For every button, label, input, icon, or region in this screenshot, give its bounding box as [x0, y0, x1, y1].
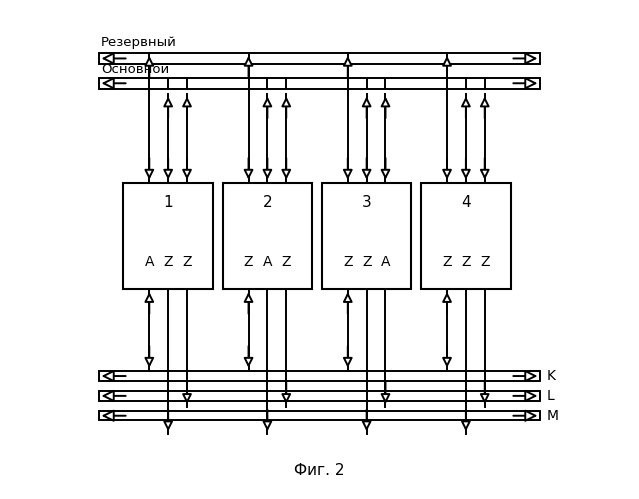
- Bar: [223, 183, 312, 289]
- Text: Основной: Основной: [101, 63, 169, 76]
- Text: 2: 2: [263, 195, 272, 210]
- Text: M: M: [546, 409, 558, 423]
- Bar: [322, 183, 412, 289]
- Text: L: L: [546, 389, 554, 403]
- Bar: [98, 411, 541, 420]
- Text: 1: 1: [164, 195, 173, 210]
- Text: Z: Z: [182, 255, 192, 269]
- Text: 4: 4: [461, 195, 471, 210]
- Text: Z: Z: [480, 255, 489, 269]
- Text: Z: Z: [282, 255, 291, 269]
- Text: Z: Z: [164, 255, 173, 269]
- Bar: [421, 183, 511, 289]
- Bar: [98, 371, 541, 381]
- Text: 3: 3: [362, 195, 371, 210]
- Text: Z: Z: [442, 255, 452, 269]
- Text: Z: Z: [362, 255, 371, 269]
- Text: Z: Z: [244, 255, 253, 269]
- Text: Z: Z: [343, 255, 353, 269]
- Bar: [123, 183, 213, 289]
- Text: Фиг. 2: Фиг. 2: [294, 463, 345, 478]
- Text: K: K: [546, 369, 555, 383]
- Bar: [98, 391, 541, 401]
- Text: A: A: [381, 255, 390, 269]
- Bar: [98, 53, 541, 64]
- Bar: [98, 78, 541, 89]
- Text: A: A: [263, 255, 272, 269]
- Text: Z: Z: [461, 255, 471, 269]
- Text: A: A: [144, 255, 154, 269]
- Text: Резервный: Резервный: [101, 36, 177, 49]
